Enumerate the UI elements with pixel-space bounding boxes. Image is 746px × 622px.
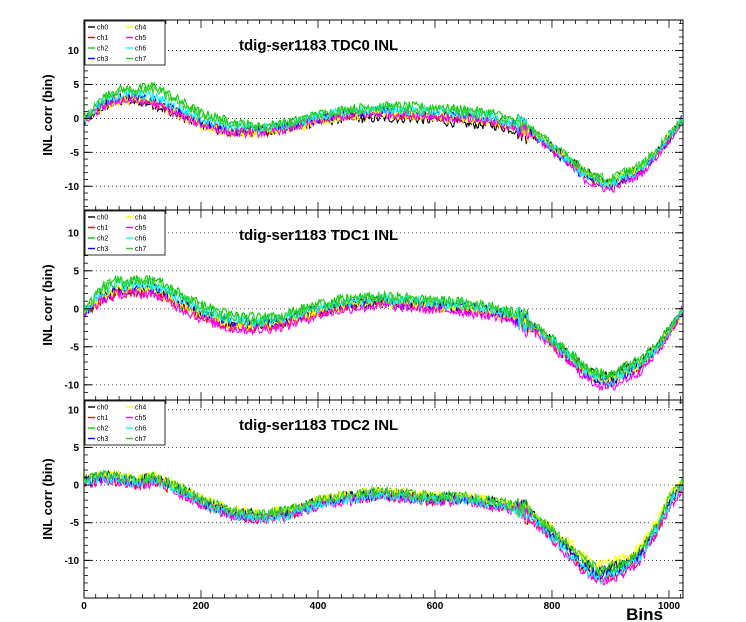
- y-tick-label: -10: [65, 556, 80, 567]
- legend-label-ch4: ch4: [135, 215, 146, 222]
- series-ch6: [84, 89, 683, 190]
- panel-title: tdig-ser1183 TDC1 INL: [239, 227, 398, 244]
- legend-label-ch6: ch6: [135, 426, 146, 433]
- legend-label-ch0: ch0: [97, 405, 108, 412]
- y-tick-label: 10: [68, 46, 80, 57]
- x-axis-label: Bins: [626, 605, 663, 622]
- y-tick-label: -5: [70, 342, 79, 353]
- series-ch5: [84, 287, 683, 392]
- legend-label-ch3: ch3: [97, 56, 108, 63]
- legend-label-ch1: ch1: [97, 225, 108, 232]
- y-tick-label: 5: [73, 266, 79, 277]
- series-ch6: [84, 279, 683, 388]
- legend-box: [84, 400, 166, 446]
- legend-label-ch0: ch0: [97, 25, 108, 32]
- x-tick-label: 0: [81, 601, 87, 612]
- x-tick-label: 800: [544, 601, 561, 612]
- legend-label-ch7: ch7: [135, 436, 146, 443]
- series-ch6: [84, 473, 683, 584]
- legend-label-ch0: ch0: [97, 215, 108, 222]
- legend-label-ch1: ch1: [97, 35, 108, 42]
- y-tick-label: 0: [73, 481, 79, 492]
- x-tick-label: 600: [427, 601, 444, 612]
- y-axis-label: INL corr (bin): [40, 74, 55, 155]
- legend-label-ch7: ch7: [135, 56, 146, 63]
- panel-tdc1: -10 -5 0 5 10 INL corr (bin) tdig-ser1183 TDC1…: [40, 209, 684, 401]
- legend-label-ch5: ch5: [135, 225, 146, 232]
- series-group: [84, 274, 683, 392]
- y-tick-label: 5: [73, 443, 79, 454]
- y-tick-label: 0: [73, 114, 79, 125]
- series-group: [84, 469, 683, 586]
- panel-tdc2: -10 -5 0 5 10 INL corr (bin) tdig-ser1183 TDC2…: [40, 399, 684, 599]
- series-ch7: [84, 84, 683, 184]
- y-tick-label: -10: [65, 380, 80, 391]
- y-axis-label: INL corr (bin): [40, 264, 55, 345]
- legend-label-ch7: ch7: [135, 246, 146, 253]
- legend-label-ch3: ch3: [97, 246, 108, 253]
- legend: ch0 ch1 ch2 ch3 ch4 ch5 ch6 ch7: [84, 400, 166, 446]
- legend-label-ch3: ch3: [97, 436, 108, 443]
- x-tick-label: 400: [310, 601, 327, 612]
- legend-label-ch4: ch4: [135, 405, 146, 412]
- legend-label-ch6: ch6: [135, 46, 146, 53]
- y-tick-label: 10: [68, 405, 80, 416]
- legend-label-ch1: ch1: [97, 415, 108, 422]
- legend-label-ch2: ch2: [97, 236, 108, 243]
- legend-label-ch2: ch2: [97, 426, 108, 433]
- legend-box: [84, 20, 166, 66]
- series-ch7: [84, 469, 683, 576]
- legend-label-ch4: ch4: [135, 25, 146, 32]
- panel-title: tdig-ser1183 TDC0 INL: [239, 37, 398, 54]
- legend-label-ch5: ch5: [135, 35, 146, 42]
- legend-box: [84, 210, 166, 256]
- series-ch7: [84, 275, 683, 380]
- legend-label-ch6: ch6: [135, 236, 146, 243]
- y-axis-label: INL corr (bin): [40, 458, 55, 539]
- series-group: [84, 81, 683, 193]
- y-tick-label: -10: [65, 182, 80, 193]
- legend: ch0 ch1 ch2 ch3 ch4 ch5 ch6 ch7: [84, 20, 166, 66]
- y-tick-label: 0: [73, 304, 79, 315]
- legend-label-ch2: ch2: [97, 46, 108, 53]
- panel-title: tdig-ser1183 TDC2 INL: [239, 417, 398, 434]
- y-tick-label: 5: [73, 80, 79, 91]
- legend-label-ch5: ch5: [135, 415, 146, 422]
- panel-tdc0: -10 -5 0 5 10 INL corr (bin) tdig-ser1183 TDC0…: [40, 19, 684, 211]
- legend: ch0 ch1 ch2 ch3 ch4 ch5 ch6 ch7: [84, 210, 166, 256]
- x-tick-label: 1000: [658, 601, 681, 612]
- y-tick-label: -5: [70, 518, 79, 529]
- x-tick-label: 200: [193, 601, 210, 612]
- y-tick-label: 10: [68, 228, 80, 239]
- y-tick-label: -5: [70, 148, 79, 159]
